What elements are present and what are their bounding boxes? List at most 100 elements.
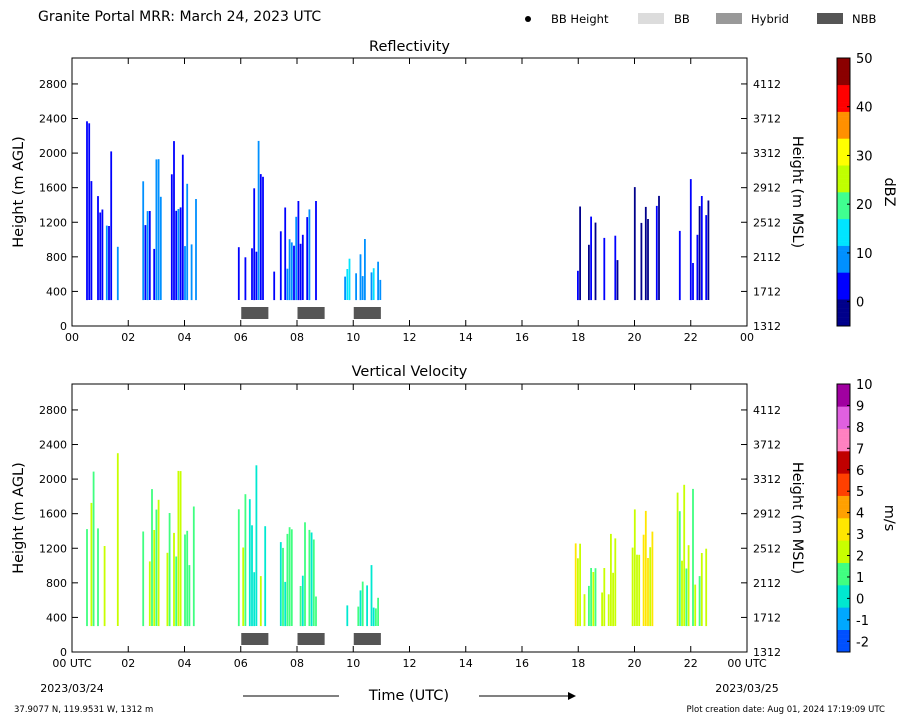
panel-title: Reflectivity (369, 39, 450, 55)
echo-streak (177, 209, 180, 301)
x-tick-label: 20 (628, 331, 642, 344)
colorbar-segment (837, 384, 850, 389)
echo-streak (610, 533, 612, 626)
colorbar-segment (837, 491, 850, 496)
x-tick-label: 10 (346, 331, 360, 344)
echo-streak (687, 545, 690, 627)
colorbar-segment (837, 80, 850, 86)
echo-streak (346, 269, 349, 300)
echo-streak (262, 176, 264, 300)
echo-streak (642, 534, 645, 626)
echo-streak (588, 585, 590, 626)
echo-streak (157, 159, 160, 301)
echo-streak (301, 575, 304, 627)
x-tick-label: 18 (571, 657, 585, 670)
echo-streak (647, 219, 649, 301)
echo-streak (173, 532, 175, 627)
colorbar-segment (837, 410, 850, 416)
colorbar-segment (837, 294, 850, 300)
panel-0 (71, 57, 851, 327)
colorbar-segment (837, 415, 850, 421)
echo-streak (588, 244, 590, 301)
echo-streak (577, 558, 579, 627)
colorbar-segment (837, 290, 850, 296)
echo-streak (190, 244, 193, 301)
colorbar-segment (837, 178, 850, 184)
echo-streak (88, 123, 91, 300)
echo-streak (153, 530, 156, 626)
echo-streak (237, 509, 240, 627)
colorbar-segment (837, 116, 850, 121)
echo-streak (601, 592, 603, 627)
colorbar-segment (837, 553, 850, 559)
echo-streak (97, 528, 99, 627)
colorbar-tick-label: 2 (856, 550, 864, 565)
echo-streak (186, 530, 189, 627)
colorbar-segment (837, 495, 850, 501)
echo-streak (676, 492, 679, 626)
colorbar-frame (836, 57, 851, 327)
echo-streak (612, 572, 614, 627)
colorbar-segment (837, 513, 850, 519)
colorbar-segment (837, 321, 850, 327)
colorbar-segment (837, 147, 850, 153)
colorbar-segment (837, 598, 850, 604)
x-tick-label: 12 (403, 331, 417, 344)
echo-streak (377, 261, 379, 301)
colorbar-segment (837, 245, 850, 251)
legend-swatch-bb (638, 13, 664, 24)
colorbar-label: dBZ (881, 177, 897, 206)
x-tick-label: 12 (403, 657, 417, 670)
colorbar-segment (837, 562, 850, 568)
colorbar-tick-label: 20 (856, 198, 873, 213)
legend-label: BB (674, 12, 690, 26)
echo-streak (603, 237, 606, 301)
colorbar-segment (837, 209, 850, 215)
x-tick-label: 22 (684, 331, 698, 344)
nbb-bar (353, 307, 381, 319)
echo-streak (90, 181, 93, 300)
echo-streak (681, 560, 683, 627)
echo-streak (237, 247, 240, 300)
echo-region (237, 465, 267, 627)
colorbar-segment (837, 629, 850, 635)
echo-streak (361, 276, 364, 300)
panel-1 (71, 383, 851, 700)
echo-streak (707, 200, 710, 300)
colorbar-tick-label: 9 (856, 399, 864, 414)
echo-streak (658, 195, 660, 300)
echo-streak (97, 196, 99, 301)
colorbar-tick-label: 50 (856, 52, 873, 67)
echo-streak (379, 279, 382, 300)
legend-dot-bb-height (525, 16, 531, 22)
echo-streak (377, 597, 379, 626)
echo-streak (184, 246, 186, 300)
echo-streak (86, 529, 88, 627)
echo-streak (357, 606, 360, 626)
colorbar-segment (837, 607, 850, 613)
echo-streak (273, 271, 276, 301)
colorbar-segment (837, 218, 850, 224)
echo-region (577, 206, 619, 301)
colorbar-segment (837, 89, 850, 95)
echo-streak (694, 584, 697, 626)
colorbar-tick-label: 40 (856, 101, 873, 116)
y-tick-label: 0 (60, 320, 67, 333)
x-tick-label: 04 (178, 657, 192, 670)
colorbar-segment (837, 250, 850, 255)
colorbar-segment (837, 401, 850, 407)
echo-streak (108, 226, 110, 301)
colorbar-segment (837, 263, 850, 269)
echo-streak (366, 585, 368, 627)
colorbar-segment (837, 424, 850, 429)
y-tick-label: 2800 (39, 404, 67, 417)
echo-streak (590, 216, 592, 301)
echo-streak (244, 494, 247, 626)
colorbar-segment (837, 107, 850, 112)
x-tick-label: 18 (571, 331, 585, 344)
echo-streak (579, 206, 581, 301)
colorbar-segment (837, 187, 850, 193)
colorbar-tick-label: 8 (856, 421, 864, 436)
echo-streak (678, 511, 681, 626)
colorbar-tick-label: -2 (856, 635, 869, 650)
